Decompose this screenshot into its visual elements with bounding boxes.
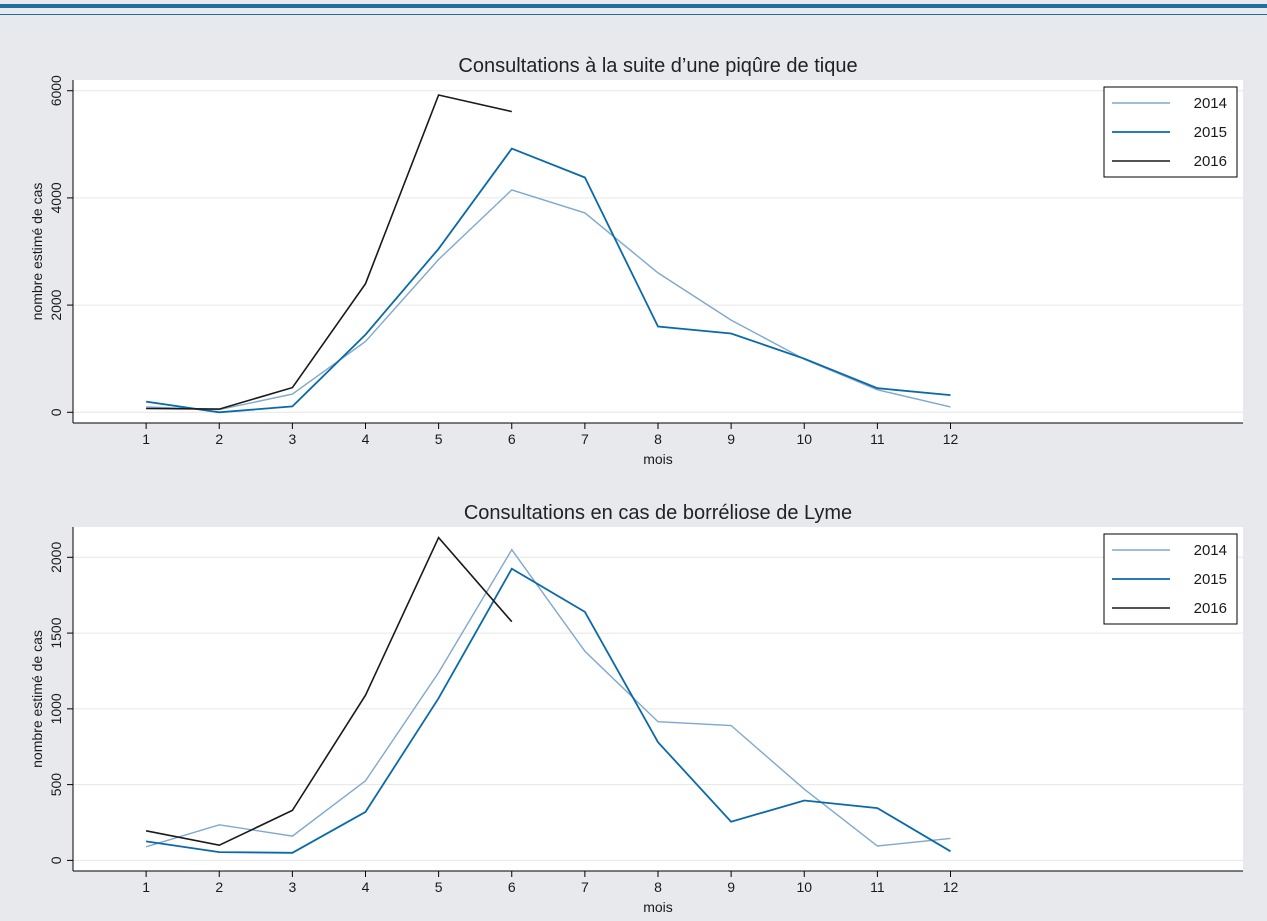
x-tick-label: 5 <box>435 879 443 895</box>
x-tick-label: 7 <box>581 879 589 895</box>
y-tick-label: 0 <box>48 856 64 864</box>
y-tick-label: 4000 <box>48 182 64 213</box>
x-tick-label: 9 <box>727 879 735 895</box>
y-axis-label: nombre estimé de cas <box>29 183 45 321</box>
x-tick-label: 1 <box>142 431 150 447</box>
y-tick-label: 500 <box>48 773 64 797</box>
legend-label-2014: 2014 <box>1194 542 1227 559</box>
series-line-2014 <box>145 548 951 848</box>
x-tick-label: 4 <box>362 879 370 895</box>
chart-title: Consultations à la suite d’une piqûre de… <box>458 55 857 77</box>
x-tick-label: 10 <box>796 431 812 447</box>
legend-label-2015: 2015 <box>1194 124 1227 141</box>
x-tick-label: 6 <box>508 879 516 895</box>
x-tick-label: 3 <box>288 431 296 447</box>
y-axis-label: nombre estimé de cas <box>29 630 45 768</box>
x-tick-label: 9 <box>727 431 735 447</box>
x-tick-label: 7 <box>581 431 589 447</box>
x-tick-label: 2 <box>215 879 223 895</box>
y-tick-label: 2000 <box>48 542 64 573</box>
chart-title: Consultations en cas de borréliose de Ly… <box>464 502 852 524</box>
x-tick-label: 3 <box>288 879 296 895</box>
x-tick-label: 8 <box>654 431 662 447</box>
header-accent-line <box>0 14 1267 15</box>
legend-label-2014: 2014 <box>1194 95 1227 112</box>
plot-area <box>73 80 1243 423</box>
x-tick-label: 11 <box>870 879 885 895</box>
y-tick-label: 6000 <box>48 75 64 106</box>
y-tick-label: 1000 <box>48 693 64 724</box>
series-line-2015 <box>145 567 951 854</box>
legend-label-2016: 2016 <box>1194 600 1227 617</box>
x-tick-label: 2 <box>215 431 223 447</box>
x-tick-label: 1 <box>142 879 150 895</box>
x-tick-label: 4 <box>362 431 370 447</box>
x-tick-label: 12 <box>943 879 959 895</box>
legend: 2014 2015 2016 <box>1103 86 1238 178</box>
x-tick-label: 12 <box>943 431 959 447</box>
x-tick-label: 11 <box>870 431 885 447</box>
plot-area <box>73 527 1243 871</box>
x-tick-label: 10 <box>796 879 812 895</box>
series-line-2016 <box>146 94 512 410</box>
x-tick-label: 6 <box>508 431 516 447</box>
series-line-2016 <box>145 536 513 847</box>
series-line-2015 <box>145 147 951 414</box>
x-tick-label: 8 <box>654 879 662 895</box>
legend: 2014 2015 2016 <box>1103 533 1238 625</box>
header-accent-bar <box>0 4 1267 8</box>
y-tick-label: 2000 <box>48 289 64 320</box>
y-tick-label: 0 <box>48 408 64 416</box>
y-tick-label: 1500 <box>48 617 64 648</box>
legend-label-2016: 2016 <box>1194 153 1227 170</box>
x-axis-label: mois <box>643 899 673 915</box>
x-axis-label: mois <box>643 451 673 467</box>
legend-label-2015: 2015 <box>1194 571 1227 588</box>
x-tick-label: 5 <box>435 431 443 447</box>
